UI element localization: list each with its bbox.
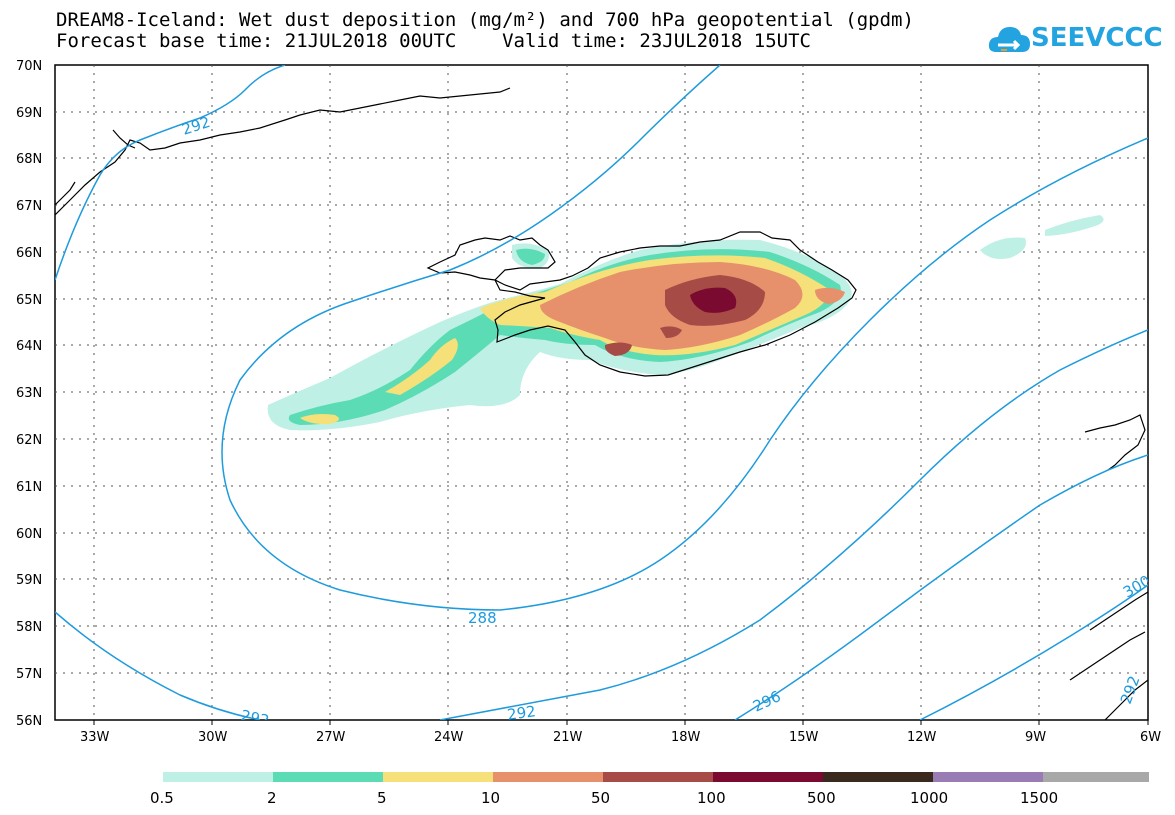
chart-subtitle: Forecast base time: 21JUL2018 00UTC Vali… [56,30,811,52]
colorbar-swatch [823,772,933,782]
lon-label: 30W [198,730,228,745]
longitude-labels: 33W 30W 27W 24W 21W 18W 15W 12W 9W 6W [80,730,1161,745]
colorbar-label: 500 [807,789,836,807]
lat-label: 67N [16,199,42,214]
lat-label: 62N [16,433,42,448]
contour-label-288: 288 [468,609,497,627]
deposition-field [267,215,1104,431]
lat-label: 66N [16,246,42,261]
contour-label-292-sw: 292 [239,706,271,730]
colorbar-swatch [933,772,1043,782]
deposition-50-area-west [660,326,682,338]
lat-label: 57N [16,667,42,682]
lat-label: 56N [16,714,42,729]
axis-ticks [93,720,1149,725]
map-frame [54,64,1149,721]
greenland-coast-2 [55,129,136,206]
colorbar-label: 100 [697,789,726,807]
contour-300 [919,584,1148,720]
colorbar-label: 50 [591,789,610,807]
colorbar-swatch [383,772,493,782]
lon-label: 24W [434,730,464,745]
lon-label: 6W [1140,730,1161,745]
lat-label: 60N [16,527,42,542]
latitude-labels: 70N 69N 68N 67N 66N 65N 64N 63N 62N 61N … [16,59,42,729]
deposition-50-area-south [604,342,632,356]
lat-label: 58N [16,620,42,635]
lat-label: 70N [16,59,42,74]
contour-292-sw [55,611,261,720]
lon-label: 27W [316,730,346,745]
contour-288 [221,65,1148,611]
colorbar-swatch [493,772,603,782]
lat-label: 63N [16,386,42,401]
contour-292-s [439,329,1148,720]
contour-292-nw [55,65,286,281]
colorbar-label: 5 [377,789,387,807]
lat-label: 68N [16,152,42,167]
deposition-10-area-east [815,287,845,304]
colorbar: 0.5 2 5 10 50 100 500 1000 1500 [150,772,1149,807]
colorbar-label: 0.5 [150,789,174,807]
lon-label: 12W [907,730,937,745]
chart-title: DREAM8-Iceland: Wet dust deposition (mg/… [56,9,914,31]
colorbar-swatch [1043,772,1149,782]
graticule [55,65,1148,720]
lon-label: 9W [1025,730,1046,745]
colorbar-swatch [273,772,383,782]
deposition-05-area-east [980,237,1026,259]
colorbar-label: 1000 [910,789,948,807]
lon-label: 21W [553,730,583,745]
colorbar-swatch [713,772,823,782]
geopotential-contours [55,65,1148,720]
deposition-5-area [385,338,458,395]
colorbar-swatch [163,772,273,782]
faroe-coast [1084,414,1146,471]
deposition-100-area [690,287,737,313]
greenland-coast [55,87,511,216]
colorbar-label: 1500 [1020,789,1058,807]
logo-text: SEEVCCC [1031,23,1163,53]
scotland-coast [1069,591,1148,720]
deposition-5-area-2 [300,414,339,425]
lat-label: 64N [16,339,42,354]
cloud-icon [988,27,1030,52]
lon-label: 15W [789,730,819,745]
lat-label: 69N [16,106,42,121]
colorbar-label: 2 [267,789,277,807]
contour-label-292-s: 292 [506,702,537,724]
iceland-coast [426,231,857,377]
deposition-05-area-east2 [1045,215,1104,236]
deposition-2-area-north [516,248,545,265]
seevccc-logo: SEEVCCC [988,22,1163,58]
lat-label: 65N [16,293,42,308]
lat-label: 59N [16,573,42,588]
colorbar-swatch [603,772,713,782]
coastlines [55,87,1148,720]
lon-label: 33W [80,730,110,745]
contour-296 [734,454,1148,720]
colorbar-label: 10 [481,789,500,807]
lon-label: 18W [671,730,701,745]
lat-label: 61N [16,480,42,495]
